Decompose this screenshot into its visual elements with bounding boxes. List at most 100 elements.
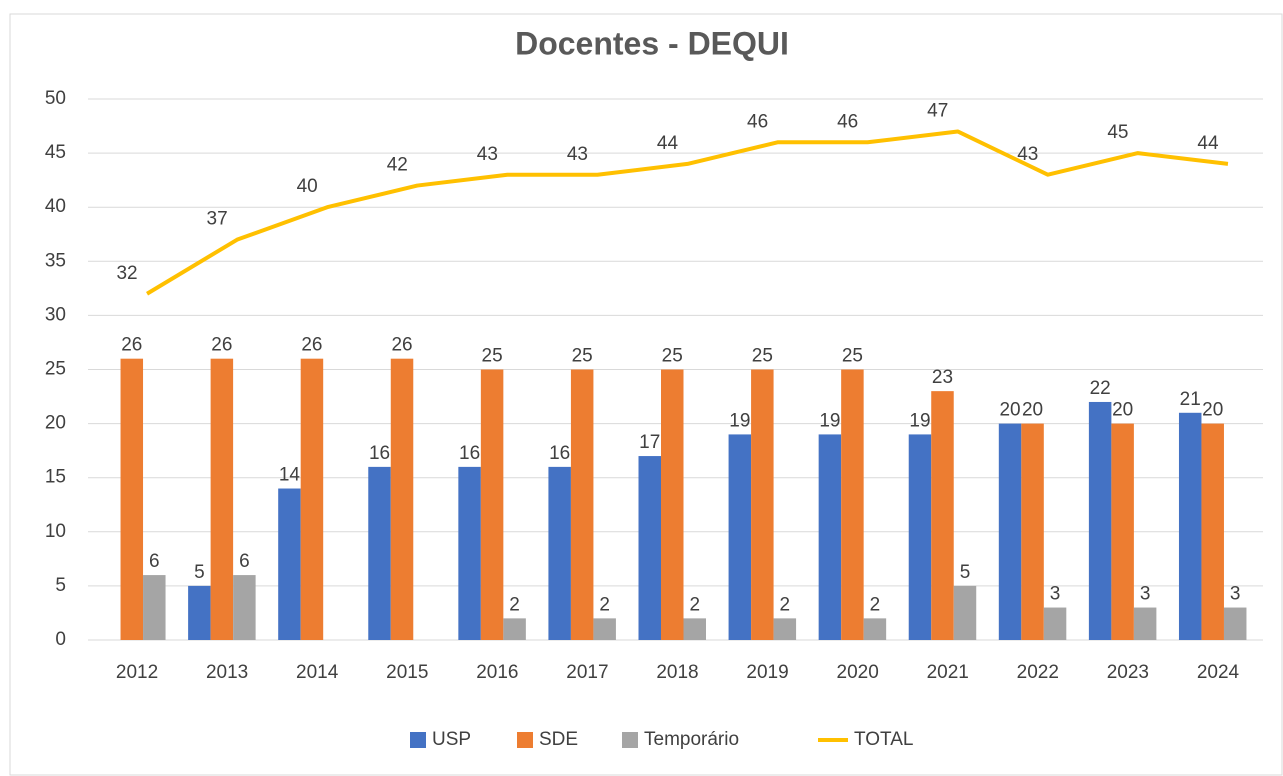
- data-label: 25: [752, 346, 773, 367]
- x-tick-label: 2023: [1107, 662, 1149, 683]
- data-label: 2: [870, 594, 881, 615]
- x-tick-label: 2020: [837, 662, 879, 683]
- x-tick-label: 2024: [1197, 662, 1240, 683]
- line: [146, 129, 1229, 296]
- x-tick-label: 2022: [1017, 662, 1059, 683]
- data-label: 45: [1107, 122, 1128, 143]
- data-label: 16: [549, 443, 570, 464]
- bar: [908, 434, 932, 640]
- bar: [1043, 607, 1067, 640]
- bar: [773, 618, 797, 640]
- data-label: 2: [689, 594, 700, 615]
- data-label: 2: [509, 594, 520, 615]
- bar: [1178, 412, 1202, 640]
- bar: [210, 358, 234, 640]
- data-label: 14: [279, 465, 301, 486]
- data-label: 19: [819, 410, 840, 431]
- legend-swatch: [410, 732, 426, 748]
- data-label: 19: [729, 410, 750, 431]
- data-label: 32: [116, 263, 137, 284]
- legend-swatch: [517, 732, 533, 748]
- bar: [390, 358, 414, 640]
- bar: [953, 585, 977, 640]
- data-label: 21: [1180, 389, 1201, 410]
- data-label: 37: [207, 209, 228, 230]
- data-label: 25: [662, 346, 683, 367]
- legend-label: TOTAL: [854, 729, 913, 750]
- data-label: 44: [1197, 133, 1219, 154]
- bar: [751, 369, 774, 640]
- bar: [1223, 607, 1247, 640]
- data-label: 23: [932, 367, 953, 388]
- data-label: 16: [369, 443, 390, 464]
- bar: [728, 434, 752, 640]
- data-label: 42: [387, 155, 408, 176]
- data-label: 3: [1140, 584, 1151, 605]
- data-label: 5: [960, 562, 971, 583]
- x-tick-label: 2013: [206, 662, 248, 683]
- bar: [818, 434, 842, 640]
- data-label: 17: [639, 432, 660, 453]
- data-label: 44: [657, 133, 679, 154]
- data-label: 43: [1017, 144, 1038, 165]
- data-label: 46: [747, 111, 768, 132]
- data-label: 25: [482, 346, 503, 367]
- bar: [683, 618, 706, 640]
- bar: [1133, 607, 1157, 640]
- x-tick-label: 2017: [566, 662, 608, 683]
- y-tick-label: 35: [45, 250, 66, 271]
- x-tick-label: 2018: [656, 662, 698, 683]
- y-tick-label: 15: [45, 467, 66, 488]
- data-label: 43: [477, 144, 498, 165]
- bar: [1088, 401, 1112, 640]
- bar: [188, 585, 211, 640]
- data-label: 6: [149, 551, 160, 572]
- data-label: 25: [572, 346, 593, 367]
- data-label: 3: [1050, 584, 1061, 605]
- y-tick-label: 5: [55, 575, 66, 596]
- bar: [548, 466, 571, 640]
- data-label: 16: [459, 443, 480, 464]
- data-label: 46: [837, 111, 858, 132]
- data-label: 6: [239, 551, 250, 572]
- y-tick-label: 45: [45, 142, 66, 163]
- x-tick-label: 2015: [386, 662, 428, 683]
- bar: [233, 575, 256, 640]
- data-label: 26: [301, 335, 322, 356]
- bar: [458, 466, 481, 640]
- bar: [863, 618, 887, 640]
- x-tick-label: 2012: [116, 662, 158, 683]
- legend-label: SDE: [539, 729, 578, 750]
- bar: [1201, 423, 1224, 640]
- data-label: 3: [1230, 584, 1241, 605]
- bar: [638, 456, 661, 640]
- data-label: 22: [1090, 378, 1111, 399]
- x-tick-label: 2021: [927, 662, 969, 683]
- data-label: 19: [909, 410, 930, 431]
- data-label: 26: [211, 335, 232, 356]
- y-tick-label: 40: [45, 196, 66, 217]
- y-tick-label: 50: [45, 88, 66, 109]
- bar: [998, 423, 1022, 640]
- bar: [1021, 423, 1044, 640]
- legend-label: Temporário: [644, 729, 739, 750]
- x-tick-label: 2014: [296, 662, 339, 683]
- data-label: 40: [297, 176, 318, 197]
- y-tick-label: 30: [45, 304, 66, 325]
- legend-label: USP: [432, 729, 471, 750]
- bar: [143, 575, 166, 640]
- data-label: 26: [391, 335, 412, 356]
- bar: [570, 369, 594, 640]
- data-label: 47: [927, 100, 948, 121]
- x-tick-label: 2016: [476, 662, 518, 683]
- data-label: 20: [1202, 400, 1223, 421]
- data-label: 20: [1022, 400, 1043, 421]
- data-label: 25: [842, 346, 863, 367]
- bar: [661, 369, 684, 640]
- chart-title: Docentes - DEQUI: [515, 25, 789, 61]
- y-tick-label: 0: [55, 629, 66, 650]
- bar: [368, 466, 391, 640]
- bar: [931, 391, 954, 640]
- bar: [841, 369, 864, 640]
